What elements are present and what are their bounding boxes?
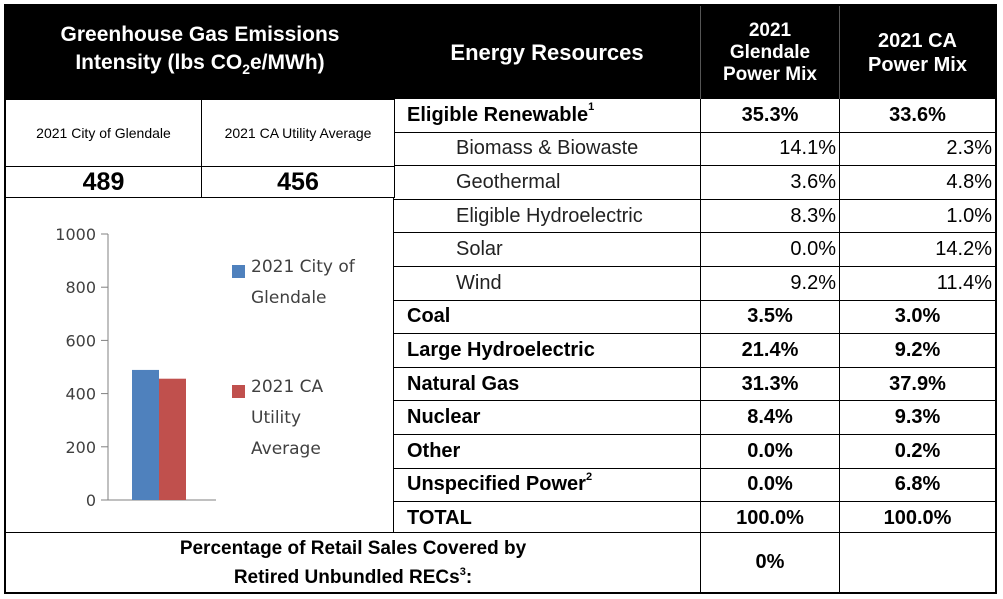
resource-row: Other 0.0% 0.2% [394, 435, 995, 469]
resource-name: Other [407, 439, 461, 462]
resource-glendale-value: 9.2% [700, 267, 839, 300]
glendale-mix-header: 2021 Glendale Power Mix [700, 6, 839, 99]
y-tick-label: 1000 [55, 225, 96, 244]
legend-glendale: 2021 City of Glendale [251, 257, 355, 308]
resource-ca-value: 14.2% [839, 233, 995, 266]
resource-glendale-value: 100.0% [700, 502, 839, 536]
recs-label: Percentage of Retail Sales Covered by Re… [6, 532, 700, 592]
bar-glendale [132, 369, 159, 500]
resource-name: Natural Gas [407, 372, 520, 395]
resource-name: Unspecified Power 2 [407, 470, 593, 496]
legend-ca: 2021 CA Utility Average [251, 377, 324, 459]
resource-glendale-value: 35.3% [700, 99, 839, 132]
ghg-ca-value: 456 [201, 166, 395, 198]
resource-name: Biomass & Biowaste [456, 137, 639, 160]
resource-ca-value: 100.0% [839, 502, 995, 536]
power-content-label: Greenhouse Gas Emissions Intensity (lbs … [4, 4, 997, 594]
resource-ca-value: 37.9% [839, 367, 995, 401]
resource-glendale-value: 21.4% [700, 334, 839, 367]
resource-name: Geothermal [456, 170, 561, 193]
resource-glendale-value: 14.1% [700, 132, 839, 166]
resource-row: TOTAL 100.0% 100.0% [394, 502, 995, 536]
resource-name: Coal [407, 305, 451, 328]
resource-glendale-value: 0.0% [700, 468, 839, 502]
resource-glendale-value: 8.4% [700, 401, 839, 434]
ghg-header-line2: Intensity (lbs CO2e/MWh) [75, 51, 325, 78]
resource-ca-value: 2.3% [839, 132, 995, 166]
resource-ca-value: 33.6% [839, 99, 995, 132]
resource-row: Eligible Renewable 1 35.3% 33.6% [394, 99, 995, 133]
resource-row: Eligible Hydroelectric 8.3% 1.0% [394, 199, 995, 234]
ghg-glendale-label: 2021 City of Glendale [6, 99, 202, 167]
resource-glendale-value: 0.0% [700, 233, 839, 266]
resource-ca-value: 1.0% [839, 199, 995, 233]
ghg-bar-chart: 0 200 400 600 800 1000 [55, 225, 216, 510]
resource-row: Geothermal 3.6% 4.8% [394, 166, 995, 200]
y-tick-label: 0 [86, 491, 96, 510]
resource-row: Wind 9.2% 11.4% [394, 267, 995, 301]
ca-mix-header: 2021 CA Power Mix [839, 6, 995, 99]
y-tick-label: 400 [65, 385, 96, 404]
resource-row: Unspecified Power 2 0.0% 6.8% [394, 468, 995, 503]
ghg-ca-label: 2021 CA Utility Average [201, 99, 395, 167]
legend-swatch-ca [232, 385, 245, 398]
ghg-glendale-value: 489 [6, 166, 202, 198]
resource-row: Natural Gas 31.3% 37.9% [394, 367, 995, 402]
resource-ca-value: 0.2% [839, 435, 995, 468]
resource-ca-value: 11.4% [839, 267, 995, 300]
resource-row: Solar 0.0% 14.2% [394, 233, 995, 267]
resource-name: Large Hydroelectric [407, 338, 595, 361]
resource-ca-value: 6.8% [839, 468, 995, 502]
resource-glendale-value: 3.5% [700, 300, 839, 334]
resource-glendale-value: 8.3% [700, 199, 839, 233]
resource-name: Solar [456, 238, 503, 261]
legend-swatch-glendale [232, 265, 245, 278]
resource-row: Biomass & Biowaste 14.1% 2.3% [394, 132, 995, 167]
resource-name: Eligible Hydroelectric [456, 204, 643, 227]
ghg-header: Greenhouse Gas Emissions Intensity (lbs … [6, 6, 394, 99]
ghg-chart: 0 200 400 600 800 1000 2021 City of Glendale … [6, 197, 394, 532]
resource-row: Coal 3.5% 3.0% [394, 300, 995, 335]
resource-row: Large Hydroelectric 21.4% 9.2% [394, 334, 995, 368]
y-tick-label: 800 [65, 278, 96, 297]
recs-glendale-value: 0% [700, 532, 839, 592]
bar-ca [159, 378, 186, 500]
resource-name: Eligible Renewable 1 [407, 101, 595, 126]
resource-name: TOTAL [407, 507, 472, 530]
resource-ca-value: 3.0% [839, 300, 995, 334]
resource-glendale-value: 3.6% [700, 166, 839, 199]
resource-ca-value: 9.2% [839, 334, 995, 367]
ghg-header-line1: Greenhouse Gas Emissions [60, 23, 340, 47]
resource-glendale-value: 0.0% [700, 435, 839, 468]
resource-glendale-value: 31.3% [700, 367, 839, 401]
resource-name: Wind [456, 271, 502, 294]
y-tick-label: 600 [65, 331, 96, 350]
energy-resources-header: Energy Resources [394, 6, 700, 99]
resource-ca-value: 4.8% [839, 166, 995, 199]
resource-name: Nuclear [407, 406, 481, 429]
recs-ca-value [839, 532, 995, 592]
y-tick-label: 200 [65, 438, 96, 457]
resource-ca-value: 9.3% [839, 401, 995, 434]
resource-row: Nuclear 8.4% 9.3% [394, 401, 995, 435]
